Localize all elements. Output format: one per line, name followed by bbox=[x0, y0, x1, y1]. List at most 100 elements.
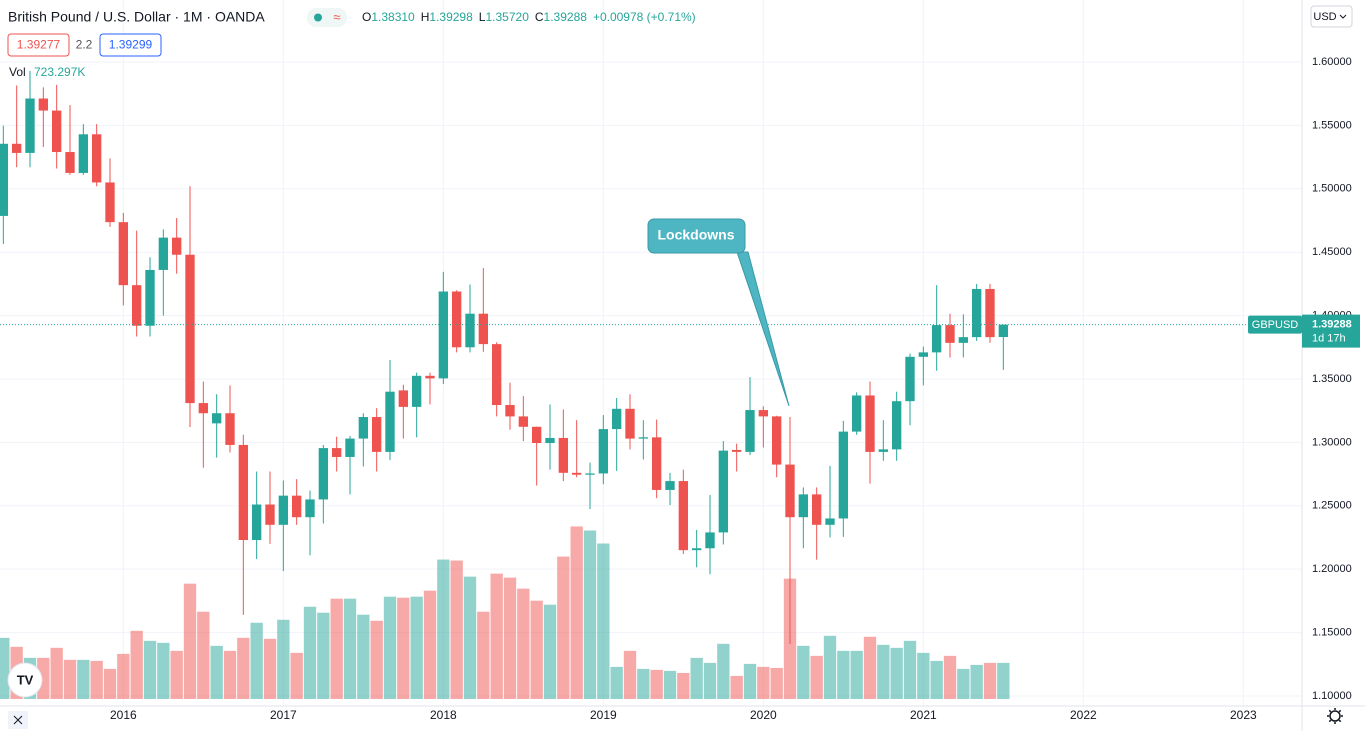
volume-bar bbox=[730, 675, 743, 699]
volume-bar bbox=[210, 645, 223, 699]
ohlc-value: 1.38310 bbox=[371, 10, 415, 24]
candle-body bbox=[172, 237, 182, 255]
ohlc-key: O bbox=[362, 10, 371, 24]
candle-body bbox=[145, 269, 155, 326]
volume-bar bbox=[597, 543, 610, 699]
ask: 1.39299 bbox=[109, 38, 153, 52]
volume-bar bbox=[850, 650, 863, 699]
ask-box[interactable] bbox=[99, 33, 162, 57]
volume-bar bbox=[503, 577, 517, 699]
volume-bar bbox=[330, 598, 343, 699]
volume-bar bbox=[223, 650, 237, 699]
candle-body bbox=[665, 481, 675, 490]
volume-bar bbox=[837, 650, 850, 699]
ohlc-value: 1.35720 bbox=[485, 10, 529, 24]
candle-body bbox=[158, 237, 168, 270]
currency-dropdown[interactable] bbox=[1310, 5, 1353, 28]
candle-body bbox=[945, 325, 955, 343]
volume-bars bbox=[0, 526, 1010, 699]
candle-body bbox=[798, 494, 808, 518]
volume-bar bbox=[450, 560, 463, 699]
volume-bar bbox=[543, 604, 557, 699]
volume-bar bbox=[237, 637, 250, 699]
y-tick-label: 1.10000 bbox=[1312, 690, 1352, 702]
candle-body bbox=[972, 288, 982, 338]
y-tick-label: 1.50000 bbox=[1312, 183, 1352, 195]
candle-body bbox=[425, 375, 435, 379]
candle-body bbox=[732, 449, 742, 452]
x-tick-label: 2020 bbox=[750, 708, 777, 722]
candle-body bbox=[758, 410, 768, 417]
price-tag-symbol: GBPUSD bbox=[1252, 319, 1299, 331]
time-axis-bg bbox=[0, 706, 1365, 731]
volume-bar bbox=[903, 640, 917, 699]
bid: 1.39277 bbox=[17, 38, 61, 52]
y-tick-label: 1.60000 bbox=[1312, 56, 1352, 68]
candle-body bbox=[905, 356, 915, 402]
candle-body bbox=[838, 431, 848, 519]
candle-body bbox=[345, 438, 355, 457]
volume-label: Vol bbox=[9, 65, 26, 79]
candle-body bbox=[358, 417, 368, 439]
candle-body bbox=[252, 504, 262, 541]
volume-bar bbox=[77, 659, 90, 699]
volume-bar bbox=[343, 598, 357, 699]
candle-body bbox=[492, 344, 502, 405]
candle-body bbox=[52, 110, 62, 153]
candle-body bbox=[65, 152, 75, 173]
volume-bar bbox=[0, 637, 10, 699]
volume-bar bbox=[943, 655, 957, 699]
volume-bar bbox=[410, 596, 423, 699]
volume-bar bbox=[277, 619, 290, 699]
candle-body bbox=[865, 395, 875, 452]
volume-bar bbox=[610, 666, 623, 699]
price-tag-price: 1.39288 bbox=[1312, 319, 1352, 331]
x-tick-label: 2023 bbox=[1230, 708, 1257, 722]
candle-body bbox=[212, 413, 222, 424]
candle-body bbox=[118, 222, 128, 286]
volume-bar bbox=[677, 672, 690, 699]
price-tag-countdown: 1d 17h bbox=[1312, 333, 1346, 345]
callout-box bbox=[647, 218, 746, 254]
status-dot bbox=[314, 13, 322, 22]
candle-body bbox=[572, 472, 582, 475]
volume-bar bbox=[890, 647, 903, 699]
candle-body bbox=[772, 416, 782, 465]
ohlc-line: O1.38310 H1.39298 L1.35720 C1.39288 +0.00978… bbox=[362, 10, 696, 24]
candle-body bbox=[12, 143, 22, 153]
settings-gear[interactable] bbox=[1327, 708, 1343, 724]
volume-bar bbox=[50, 647, 63, 699]
candle-body bbox=[278, 495, 288, 525]
volume-bar bbox=[303, 606, 317, 699]
ohlc-value: 1.39298 bbox=[429, 10, 473, 24]
candle-body bbox=[812, 494, 822, 525]
volume-bar bbox=[717, 643, 730, 699]
volume-bar bbox=[250, 622, 263, 699]
volume-bar bbox=[557, 556, 570, 699]
candle-body bbox=[612, 408, 622, 430]
candle-body bbox=[38, 98, 48, 111]
candle-body bbox=[958, 337, 968, 343]
volume-bar bbox=[823, 635, 837, 699]
y-tick-label: 1.30000 bbox=[1312, 436, 1352, 448]
candle-body bbox=[332, 448, 342, 457]
volume-bar bbox=[983, 662, 997, 699]
volume-bar bbox=[663, 670, 677, 699]
x-tick-label: 2022 bbox=[1070, 708, 1097, 722]
logo[interactable] bbox=[7, 662, 43, 698]
status-icon: ≈ bbox=[333, 9, 340, 24]
volume-value: 723.297K bbox=[34, 65, 85, 79]
volume-bar bbox=[397, 597, 410, 699]
candle-body bbox=[92, 134, 102, 183]
candle-body bbox=[265, 504, 275, 525]
bid-box[interactable] bbox=[7, 33, 70, 57]
volume-bar bbox=[570, 526, 583, 699]
status-pill[interactable] bbox=[307, 8, 347, 27]
volume-bar bbox=[970, 664, 983, 699]
x-tick-label: 2017 bbox=[270, 708, 297, 722]
candle-body bbox=[705, 532, 715, 549]
volume-bar bbox=[437, 559, 450, 699]
candle-body bbox=[532, 426, 542, 444]
candle-body bbox=[745, 410, 755, 452]
